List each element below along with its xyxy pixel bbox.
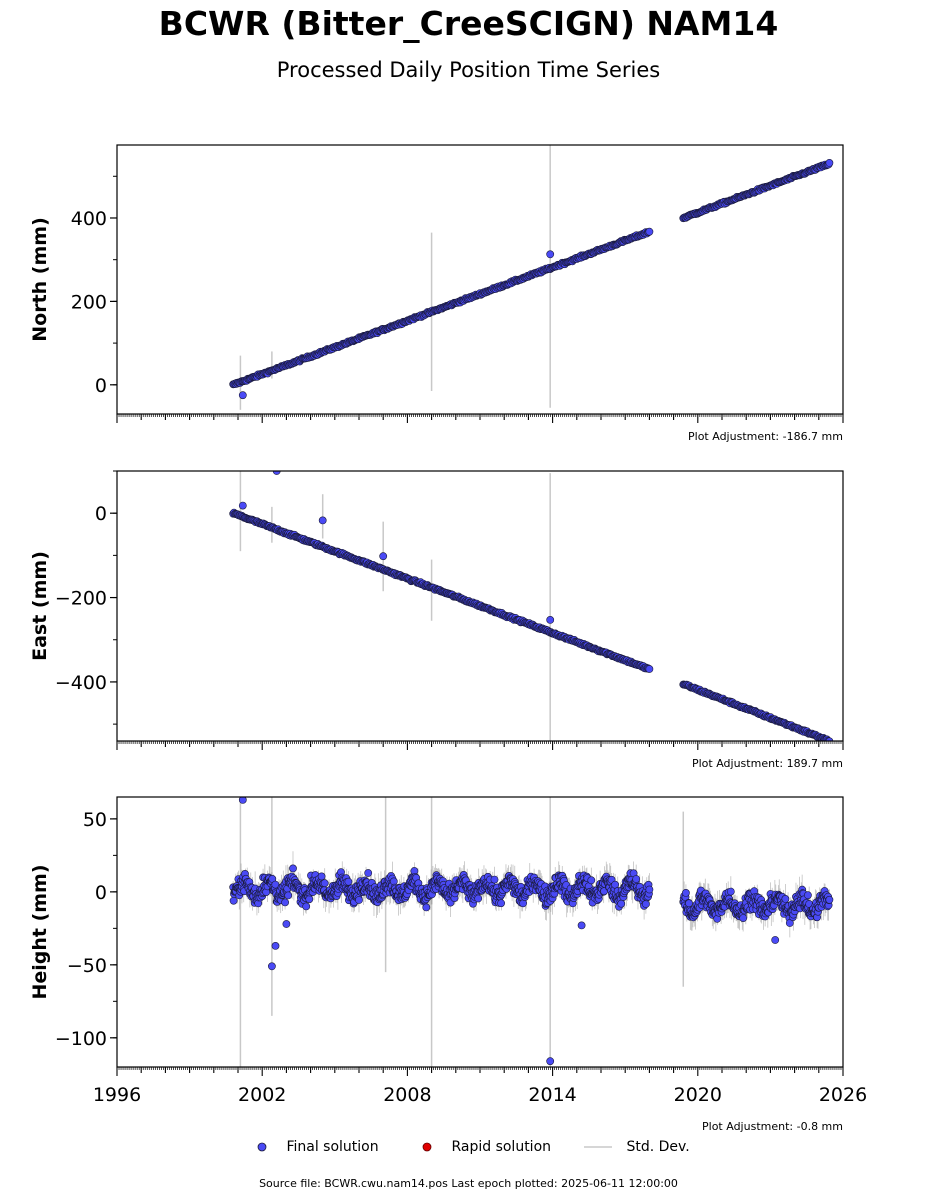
y-axis-label: Height (mm) — [29, 864, 51, 999]
y-tick-label: 0 — [95, 375, 107, 397]
data-point — [497, 899, 505, 908]
data-point — [474, 894, 483, 903]
y-tick-label: 200 — [71, 291, 107, 313]
x-tick-label: 2002 — [238, 1084, 286, 1106]
y-tick-label: −200 — [55, 588, 107, 610]
x-tick-label: 2008 — [383, 1084, 431, 1106]
data-point — [271, 942, 280, 950]
panel-2: −400 −200 0 East (mm) Plot Adjustment: 189.7… — [29, 470, 844, 770]
data-point — [682, 889, 690, 897]
source-footer: Source file: BCWR.cwu.nam14.pos Last epo… — [259, 1177, 678, 1190]
data-point — [364, 869, 373, 877]
data-point — [317, 872, 326, 881]
data-point — [577, 921, 586, 930]
chart-subtitle: Processed Daily Position Time Series — [276, 58, 661, 82]
plot-area-1 — [229, 145, 834, 410]
y-tick-label: 400 — [71, 208, 107, 230]
data-point — [422, 903, 431, 912]
data-point — [272, 471, 281, 475]
data-point — [771, 936, 780, 944]
x-tick-label: 2014 — [528, 1084, 576, 1106]
axes-frame — [116, 796, 844, 1068]
data-point — [344, 877, 353, 886]
x-tick-label: 2020 — [674, 1084, 722, 1106]
y-axis-label: North (mm) — [29, 217, 51, 342]
data-point — [781, 895, 790, 903]
data-point — [320, 879, 329, 888]
data-point — [490, 875, 499, 884]
data-point — [305, 895, 314, 904]
legend-rapid-label: Rapid solution — [451, 1139, 552, 1155]
data-point — [632, 875, 641, 883]
data-point — [726, 887, 735, 896]
data-point — [318, 516, 327, 525]
y-axis-label: East (mm) — [29, 551, 51, 661]
y-tick-label: −50 — [67, 955, 107, 977]
x-tick-label: 1996 — [93, 1084, 141, 1106]
chart-title: BCWR (Bitter_CreeSCIGN) NAM14 — [158, 4, 779, 43]
data-point — [267, 962, 276, 971]
rapid-marker-icon — [422, 1142, 432, 1152]
data-point — [238, 797, 247, 804]
legend-rapid: Rapid solution — [419, 1136, 551, 1158]
data-point — [825, 158, 834, 167]
x-tick-label: 2026 — [819, 1084, 867, 1106]
data-point — [825, 737, 834, 741]
data-point — [284, 891, 293, 900]
panel-1: 0 200 400 North (mm) Plot Adjustment: -186.7… — [29, 144, 844, 443]
data-point — [379, 552, 388, 561]
legend-final: Final solution — [254, 1136, 379, 1158]
data-point — [645, 227, 654, 236]
y-tick-label: 50 — [83, 809, 107, 831]
y-tick-label: −100 — [55, 1028, 107, 1050]
plot-adjustment-label: Plot Adjustment: 189.7 mm — [692, 757, 843, 770]
axes-frame — [116, 144, 844, 415]
data-point — [645, 665, 654, 673]
panel-3: −100 −50 0 50 1996 2002 2008 2014 2020 2026 Height… — [29, 796, 867, 1133]
data-point — [355, 896, 363, 904]
data-point — [825, 895, 834, 904]
legend-stddev: Std. Dev. — [584, 1136, 690, 1158]
plot-area-3 — [229, 797, 834, 1067]
plot-adjustment-label: Plot Adjustment: -0.8 mm — [702, 1120, 843, 1133]
data-point — [685, 899, 693, 908]
data-point — [302, 902, 311, 911]
y-tick-label: 0 — [95, 882, 107, 904]
data-point — [587, 876, 596, 885]
data-point — [546, 616, 555, 624]
stddev-line-icon — [584, 1146, 612, 1148]
data-point — [229, 896, 238, 905]
data-point — [804, 891, 812, 900]
y-tick-label: 0 — [95, 503, 107, 525]
data-point — [645, 885, 654, 894]
plot-area-2 — [229, 471, 834, 741]
plot-adjustment-label: Plot Adjustment: -186.7 mm — [688, 430, 843, 443]
y-tick-label: −400 — [55, 672, 107, 694]
legend-final-label: Final solution — [286, 1139, 379, 1155]
final-marker-icon — [257, 1142, 267, 1152]
legend: Final solution Rapid solution Std. Dev. — [0, 1136, 937, 1158]
data-point — [281, 898, 289, 907]
data-point — [546, 1057, 555, 1066]
data-point — [289, 864, 297, 873]
data-point — [642, 900, 650, 908]
data-point — [617, 899, 626, 908]
legend-stddev-label: Std. Dev. — [626, 1139, 690, 1155]
data-point — [282, 920, 291, 928]
data-point — [739, 914, 748, 922]
data-point — [546, 250, 555, 259]
data-point — [238, 391, 247, 400]
data-point — [238, 501, 247, 510]
